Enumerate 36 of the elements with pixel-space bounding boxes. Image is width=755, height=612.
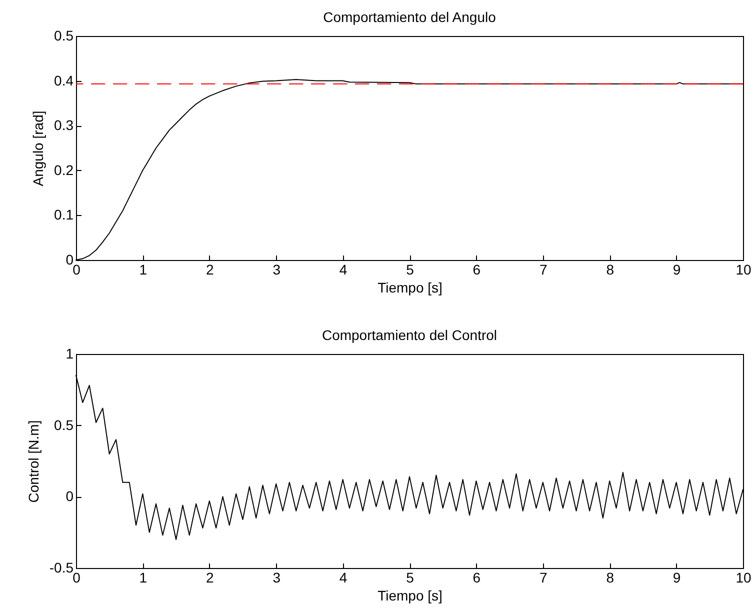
y-tick-label: 0.1 xyxy=(54,206,74,223)
y-tick-label: -0.5 xyxy=(49,560,74,576)
x-tick-label: 9 xyxy=(672,570,681,586)
y-axis-title: Angulo [rad] xyxy=(30,110,46,186)
x-tick-label: 4 xyxy=(339,262,348,278)
x-axis-title: Tiempo [s] xyxy=(378,588,442,604)
x-tick-label: 7 xyxy=(540,262,548,278)
x-tick-label: 10 xyxy=(736,570,752,586)
x-tick-label: 3 xyxy=(272,262,281,278)
x-tick-label: 4 xyxy=(339,570,348,586)
y-tick-label: 0 xyxy=(66,252,74,268)
x-tick-label: 10 xyxy=(736,262,752,278)
x-tick-label: 5 xyxy=(406,570,414,586)
y-tick-label: 0.5 xyxy=(54,416,74,433)
x-tick-label: 8 xyxy=(606,570,614,586)
chart-title: Comportamiento del Control xyxy=(322,327,498,343)
x-tick-label: 9 xyxy=(672,262,681,278)
x-tick-label: 1 xyxy=(139,570,148,586)
y-tick-label: 1 xyxy=(66,346,74,362)
x-tick-label: 6 xyxy=(472,262,481,278)
chart-title: Comportamiento del Angulo xyxy=(323,9,496,25)
x-tick-label: 2 xyxy=(206,570,214,586)
x-axis-title: Tiempo [s] xyxy=(378,280,442,296)
y-tick-label: 0.4 xyxy=(54,72,74,88)
x-tick-label: 3 xyxy=(272,570,281,586)
y-tick-label: 0 xyxy=(66,488,74,504)
y-tick-label: 0.5 xyxy=(54,28,74,44)
x-tick-label: 6 xyxy=(472,570,481,586)
x-tick-label: 2 xyxy=(206,262,214,278)
y-tick-label: 0.2 xyxy=(54,162,74,178)
x-tick-label: 1 xyxy=(139,262,148,278)
y-axis-title: Control [N.m] xyxy=(25,420,42,503)
y-tick-label: 0.3 xyxy=(54,117,74,134)
x-tick-label: 5 xyxy=(406,262,414,278)
x-tick-label: 8 xyxy=(606,262,614,278)
x-tick-label: 7 xyxy=(540,570,548,586)
